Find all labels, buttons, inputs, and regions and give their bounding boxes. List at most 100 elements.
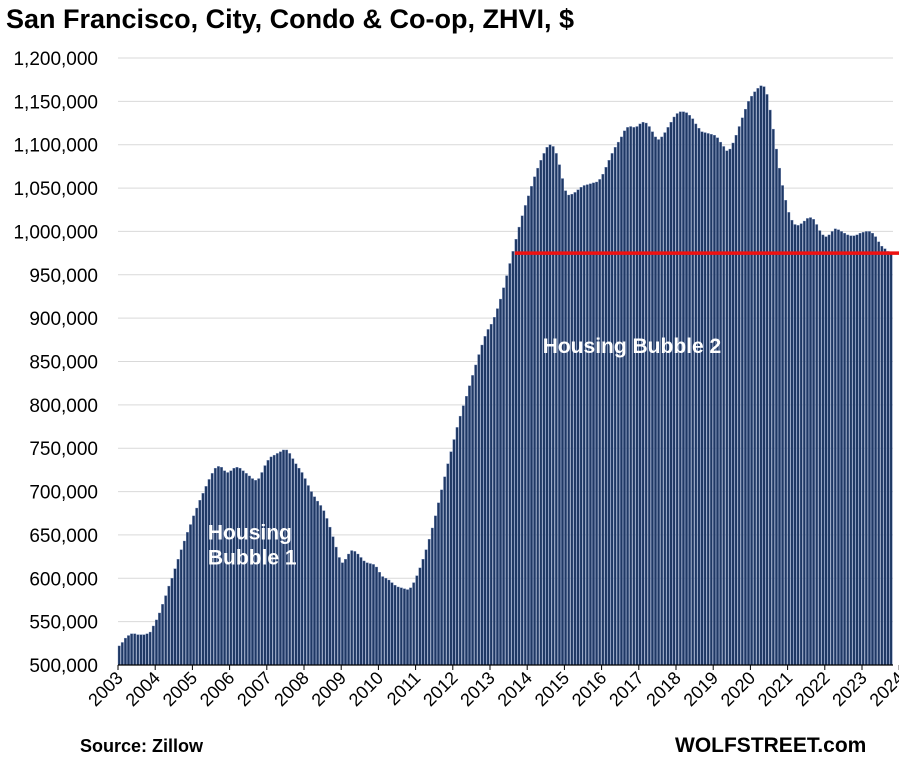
bar [579,187,583,666]
bar [322,510,326,666]
bar [170,578,174,666]
bar [505,275,509,666]
bar [812,219,815,666]
bar [418,567,422,666]
bar [403,588,406,666]
bar [353,551,357,666]
bar [316,500,319,666]
bar [616,141,620,666]
bar [310,491,313,666]
bar [871,232,874,666]
x-tick-label: 2020 [717,668,759,710]
bar [297,467,301,666]
bar [427,539,431,666]
bar [539,160,543,666]
bar [161,604,164,666]
bar [610,153,614,666]
bar [706,133,710,666]
bar [359,557,363,666]
x-tick-label: 2005 [159,668,201,710]
bar [396,586,400,666]
bar [883,248,887,666]
bar [694,123,698,666]
bar [626,127,629,666]
bar [719,141,722,666]
bar [753,91,757,666]
bar [536,167,540,666]
bar [192,515,195,666]
bar [406,589,409,666]
bar [669,121,673,666]
bar [558,164,561,666]
bar [868,231,871,666]
bar [164,595,168,666]
brand-label: WOLFSTREET.com [675,734,867,757]
y-tick-label: 900,000 [29,309,98,330]
bar [768,109,772,666]
y-tick-label: 500,000 [29,656,98,677]
bar [130,633,133,666]
bar [638,123,642,666]
bar [142,634,146,666]
bar [424,549,428,666]
bar [117,645,121,666]
bar [790,219,794,666]
bar [186,532,189,666]
y-tick-label: 1,150,000 [13,92,98,113]
chart-title: San Francisco, City, Condo & Co-op, ZHVI… [6,4,575,34]
bar [362,560,366,666]
bar [530,186,533,666]
bar [709,134,713,666]
bar [784,200,788,666]
bar [858,232,862,666]
bar [440,489,443,666]
bar [731,142,735,666]
bar [195,507,199,666]
bar [802,220,806,666]
x-tick-label: 2013 [456,668,498,710]
bar [341,562,344,666]
y-tick-label: 1,000,000 [13,222,98,243]
y-tick-label: 650,000 [29,526,98,547]
bar [700,131,704,666]
bar [554,153,558,666]
bar [514,239,518,666]
bar [691,118,695,666]
bar [688,115,691,666]
bar [682,111,685,666]
y-tick-label: 1,200,000 [13,49,98,70]
bar [158,612,161,666]
bar [604,167,608,666]
bar [145,633,149,666]
chart-annotation: Bubble 1 [208,546,297,569]
bar [815,224,819,666]
bar [399,587,403,666]
x-tick-label: 2011 [383,668,425,710]
bar [124,637,127,666]
y-axis: 500,000 550,000 600,000 650,000 700,000 750,0… [13,49,98,677]
bar [849,235,853,666]
bar [334,546,338,666]
bar [449,451,453,666]
bar [496,308,499,666]
x-axis: 2003200420052006200720082009201020112012… [84,664,899,710]
y-tick-label: 700,000 [29,483,98,504]
bar [666,127,670,666]
bar [204,486,208,666]
bar [198,500,202,666]
bar [499,298,502,666]
bar [393,585,397,666]
bar [189,524,192,666]
bar [824,236,828,666]
bar [545,147,549,666]
bar [759,85,763,666]
bar [830,231,834,666]
bar [703,132,707,666]
bar [775,148,778,666]
bar [861,232,865,666]
bar [821,234,825,666]
bar [139,634,143,666]
bar [647,126,651,666]
bar [620,136,623,666]
